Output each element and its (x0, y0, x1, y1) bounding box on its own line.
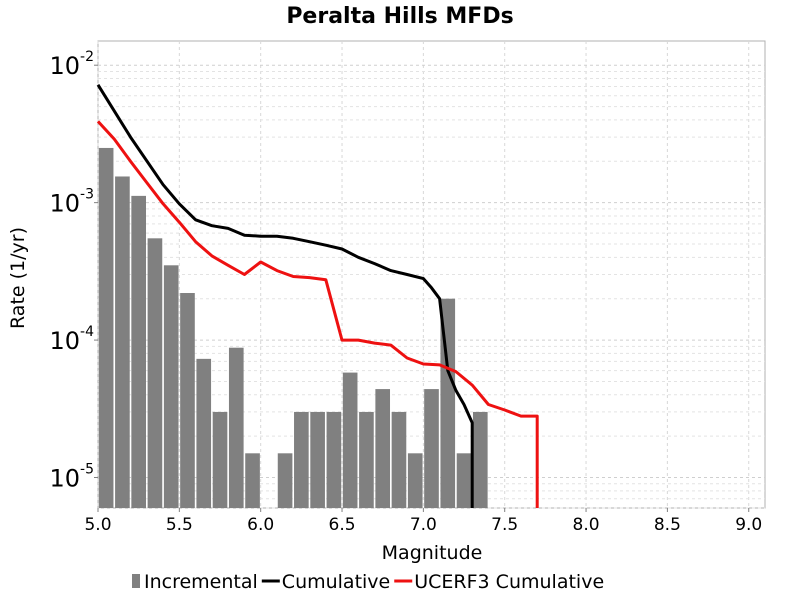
incremental-bar (196, 358, 212, 508)
legend-swatch-incremental (132, 574, 140, 588)
incremental-bar (326, 411, 342, 508)
incremental-bar (294, 411, 309, 508)
x-tick-label: 6.0 (247, 515, 274, 535)
incremental-bar (407, 453, 423, 508)
x-tick-label: 5.0 (84, 515, 111, 535)
y-axis-label: Rate (1/yr) (7, 227, 29, 329)
incremental-bar (375, 389, 391, 508)
x-axis-ticks: 5.0 5.5 6.0 6.5 7.0 7.5 8.0 8.5 9.0 (84, 508, 762, 535)
x-tick-label: 7.0 (410, 515, 437, 535)
incremental-bars (98, 147, 488, 509)
incremental-bar (131, 195, 146, 509)
x-tick-label: 7.5 (491, 515, 518, 535)
incremental-bar (277, 453, 293, 508)
x-tick-label: 9.0 (735, 515, 762, 535)
incremental-bar (310, 411, 325, 508)
chart-title: Peralta Hills MFDs (286, 4, 513, 29)
x-tick-label: 8.0 (573, 515, 600, 535)
series-lines (96, 84, 539, 508)
legend-label: Cumulative (282, 571, 390, 593)
incremental-bar (424, 389, 439, 508)
incremental-bar (391, 411, 407, 508)
y-tick-label: 10-4 (49, 324, 94, 355)
legend: Incremental Cumulative UCERF3 Cumulative (132, 571, 604, 593)
incremental-bar (147, 238, 163, 508)
incremental-bar (115, 176, 130, 508)
incremental-bar (472, 411, 488, 508)
x-tick-label: 8.5 (654, 515, 681, 535)
incremental-bar (456, 453, 472, 508)
incremental-bar (163, 265, 179, 508)
y-axis-ticks: 10-5 10-4 10-3 10-2 (49, 49, 98, 493)
y-tick-label: 10-5 (49, 462, 94, 493)
x-axis-label: Magnitude (382, 542, 483, 564)
legend-label: UCERF3 Cumulative (414, 571, 604, 593)
y-tick-label: 10-3 (49, 187, 94, 218)
legend-label: Incremental (144, 571, 258, 593)
incremental-bar (180, 293, 195, 508)
cumulative-line (96, 84, 474, 508)
incremental-bar (212, 411, 228, 508)
incremental-bar (228, 347, 244, 508)
y-tick-label: 10-2 (49, 49, 94, 80)
incremental-bar (245, 453, 260, 508)
x-tick-label: 5.5 (166, 515, 193, 535)
ucerf3-cumulative-line (96, 120, 539, 508)
incremental-bar (342, 372, 358, 508)
x-tick-label: 6.5 (329, 515, 356, 535)
incremental-bar (98, 147, 114, 508)
incremental-bar (359, 411, 374, 508)
